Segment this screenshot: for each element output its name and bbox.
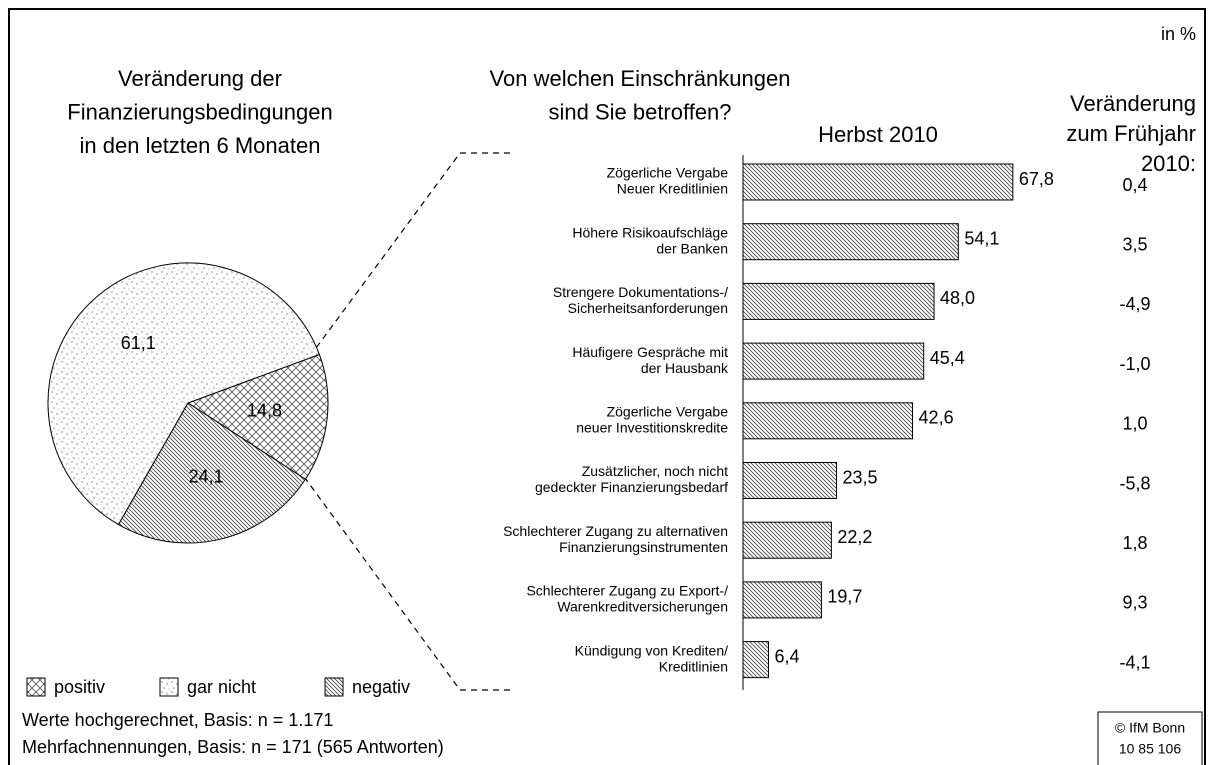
change-value: -4,1 [1119,652,1150,672]
bar [742,282,935,320]
change-value: -1,0 [1119,354,1150,374]
category-label: Strengere Dokumentations-/ [553,284,728,300]
category-label: der Banken [656,240,728,256]
change-title: 2010: [1141,151,1196,176]
pie-title: Veränderung der [118,66,282,91]
credit: 10 85 106 [1119,741,1181,757]
category-label: Schlechterer Zugang zu alternativen [503,523,728,539]
category-label: Zögerliche Vergabe [607,165,729,181]
category-label: Warenkreditversicherungen [557,599,728,615]
slice-label: 14,8 [247,400,282,420]
credit-box [1097,711,1203,765]
pie-title: Finanzierungsbedingungen [67,99,332,124]
category-label: Neuer Kreditlinien [617,181,728,197]
category-label: Finanzierungsinstrumenten [559,539,728,555]
bar-title: sind Sie betroffen? [548,99,731,124]
bar-title: Von welchen Einschränkungen [490,66,791,91]
frame [8,8,1206,765]
bar [742,163,1014,201]
change-value: 1,8 [1122,533,1147,553]
category-label: Höhere Risikoaufschläge [572,224,728,240]
value-label: 19,7 [827,587,862,607]
bar [742,641,769,679]
change-value: 3,5 [1122,234,1147,254]
footer-note: Mehrfachnennungen, Basis: n = 171 (565 A… [22,737,444,757]
value-label: 23,5 [843,467,878,487]
category-label: der Hausbank [641,360,729,376]
pie-slice [186,353,329,480]
change-title: zum Frühjahr [1066,121,1196,146]
category-label: Häufigere Gespräche mit [572,344,728,360]
pie-slice [117,402,307,544]
slice-label: 61,1 [121,333,156,353]
value-label: 67,8 [1019,169,1054,189]
connector [304,152,510,691]
pie-slice [47,262,320,526]
category-label: gedeckter Finanzierungsbedarf [535,479,728,495]
legend-swatch [26,677,46,697]
change-value: 1,0 [1122,414,1147,434]
change-value: 0,4 [1122,175,1147,195]
value-label: 42,6 [919,408,954,428]
change-title: Veränderung [1070,91,1196,116]
bar [742,581,822,619]
bar-subtitle: Herbst 2010 [818,122,938,147]
change-value: -4,9 [1119,294,1150,314]
slice-label: 24,1 [189,467,224,487]
legend-label: negativ [352,677,410,697]
bar [742,223,959,261]
legend-swatch [159,677,179,697]
category-label: Sicherheitsanforderungen [568,300,728,316]
bar [742,342,925,380]
category-label: Kreditlinien [659,658,728,674]
legend-label: positiv [54,677,105,697]
credit: © IfM Bonn [1115,720,1185,736]
value-label: 22,2 [837,527,872,547]
unit-label: in % [1161,24,1196,44]
legend-label: gar nicht [187,677,256,697]
footer-note: Werte hochgerechnet, Basis: n = 1.171 [22,710,333,730]
category-label: Zögerliche Vergabe [607,404,729,420]
pie-title: in den letzten 6 Monaten [80,133,321,158]
category-label: neuer Investitionskredite [576,420,728,436]
bar [742,402,914,440]
value-label: 54,1 [964,228,999,248]
category-label: Zusätzlicher, noch nicht [582,463,728,479]
bar [742,521,832,559]
category-label: Kündigung von Krediten/ [575,642,728,658]
change-value: -5,8 [1119,473,1150,493]
legend-swatch [324,677,344,697]
change-value: 9,3 [1122,593,1147,613]
bar [742,462,838,499]
category-label: Schlechterer Zugang zu Export-/ [526,583,728,599]
value-label: 48,0 [940,288,975,308]
value-label: 45,4 [930,348,965,368]
value-label: 6,4 [774,646,799,666]
